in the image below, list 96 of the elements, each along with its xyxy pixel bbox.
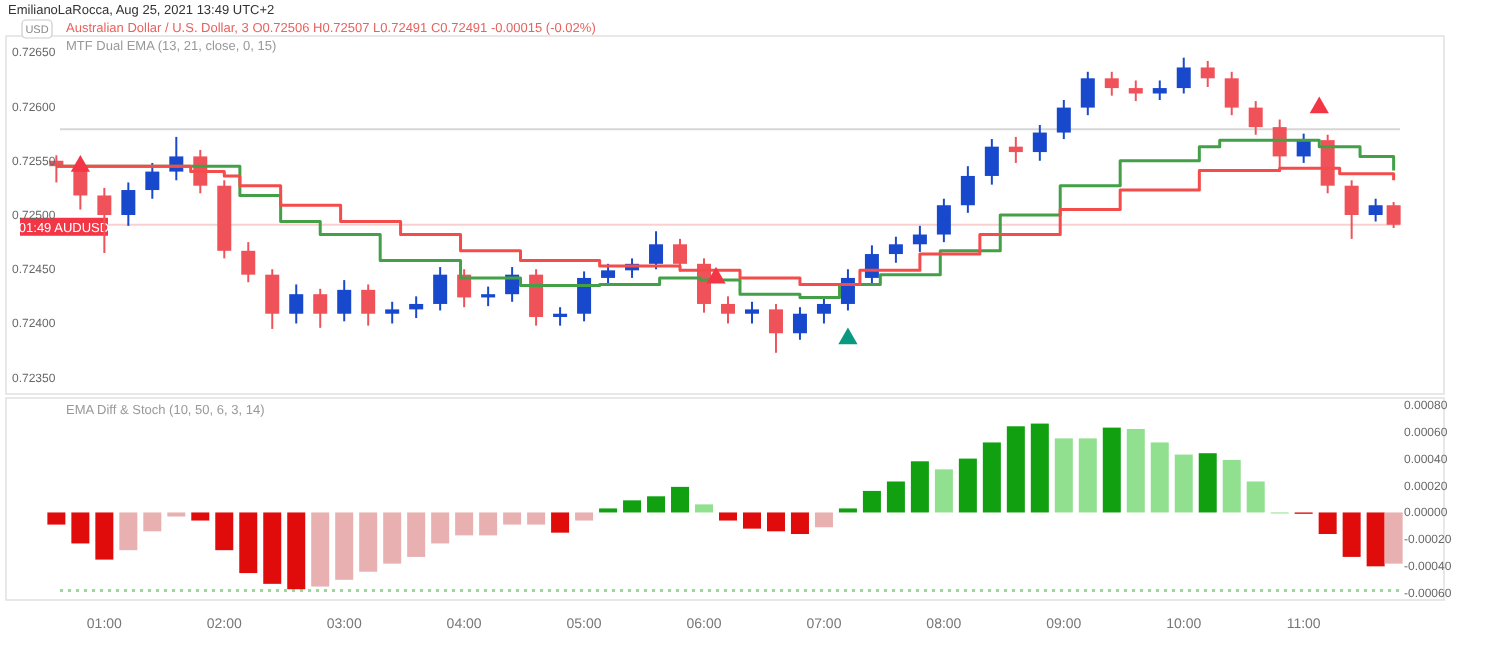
candlestick	[744, 300, 759, 325]
candlestick	[1008, 135, 1023, 164]
bar	[311, 512, 330, 587]
bar	[958, 458, 977, 513]
candlestick	[121, 181, 136, 227]
bar	[455, 512, 474, 536]
bar	[215, 512, 234, 551]
candlestick	[1128, 79, 1143, 103]
candlestick	[1224, 70, 1239, 117]
candlestick	[241, 241, 256, 284]
bar	[359, 512, 378, 572]
candlestick	[433, 266, 448, 312]
point	[838, 327, 858, 345]
candlestick	[721, 295, 735, 325]
candlestick	[888, 235, 903, 264]
point	[706, 266, 726, 284]
candlestick	[1152, 79, 1167, 102]
bar	[119, 512, 138, 551]
candlestick	[1104, 70, 1119, 97]
candlestick	[912, 224, 927, 253]
candlestick	[1386, 200, 1401, 230]
bar	[71, 512, 90, 544]
bar	[143, 512, 162, 532]
bar	[671, 486, 690, 513]
bar	[910, 461, 929, 513]
candlestick	[1176, 56, 1191, 95]
candlestick	[1032, 123, 1047, 162]
bar	[431, 512, 450, 544]
candlestick	[337, 279, 352, 323]
point	[70, 155, 90, 172]
bar	[287, 512, 306, 590]
bar	[335, 512, 354, 580]
bar	[814, 512, 833, 528]
candlestick	[577, 270, 592, 323]
bar	[1222, 459, 1241, 513]
bar	[239, 512, 258, 574]
candlestick	[960, 165, 975, 214]
bar	[1054, 438, 1073, 513]
bar	[1366, 512, 1385, 567]
bar	[95, 512, 114, 560]
candlestick	[265, 268, 280, 330]
candlestick	[1248, 100, 1263, 136]
bar	[527, 512, 546, 525]
bar	[1246, 481, 1265, 513]
bar	[742, 512, 761, 529]
candlestick	[1056, 99, 1071, 141]
point	[1309, 96, 1329, 114]
bar	[1030, 423, 1049, 513]
bar	[1198, 453, 1217, 513]
candlestick	[768, 302, 783, 354]
candlestick	[313, 287, 328, 329]
bar	[647, 496, 666, 513]
bar	[263, 512, 282, 584]
candlestick	[289, 283, 304, 325]
bar	[1126, 428, 1145, 513]
candlestick	[553, 306, 568, 327]
bar	[191, 512, 210, 521]
bar	[623, 500, 642, 513]
bar	[47, 512, 66, 525]
bar	[790, 512, 809, 535]
bar	[766, 512, 785, 532]
bar	[1318, 512, 1337, 535]
bar	[479, 512, 498, 536]
bar	[551, 512, 570, 533]
bar	[719, 512, 737, 521]
candlestick	[1080, 70, 1095, 117]
candlestick	[1344, 179, 1359, 240]
bar	[1384, 512, 1403, 564]
bar	[1102, 427, 1121, 513]
candlestick	[984, 138, 999, 186]
candlestick	[361, 283, 376, 327]
candlestick	[816, 295, 831, 325]
candlestick	[529, 268, 544, 327]
bar	[1342, 512, 1361, 557]
candlestick	[409, 295, 424, 320]
candlestick	[1200, 59, 1215, 88]
candlestick	[792, 306, 807, 341]
bar	[407, 512, 426, 557]
candlestick	[385, 300, 400, 325]
candlestick	[1368, 197, 1383, 223]
bar	[383, 512, 402, 564]
bar	[1078, 438, 1097, 513]
bar	[982, 442, 1001, 513]
bar	[503, 512, 522, 525]
bar	[575, 512, 594, 521]
bar	[886, 481, 905, 513]
bar	[695, 504, 714, 513]
bar	[1174, 454, 1193, 513]
candlestick	[481, 285, 496, 308]
bar	[934, 469, 953, 513]
candlestick	[936, 197, 951, 244]
candlestick	[145, 161, 160, 200]
bar	[862, 490, 881, 513]
bar	[1150, 442, 1169, 513]
candlestick	[649, 230, 664, 271]
bar	[1006, 426, 1025, 513]
